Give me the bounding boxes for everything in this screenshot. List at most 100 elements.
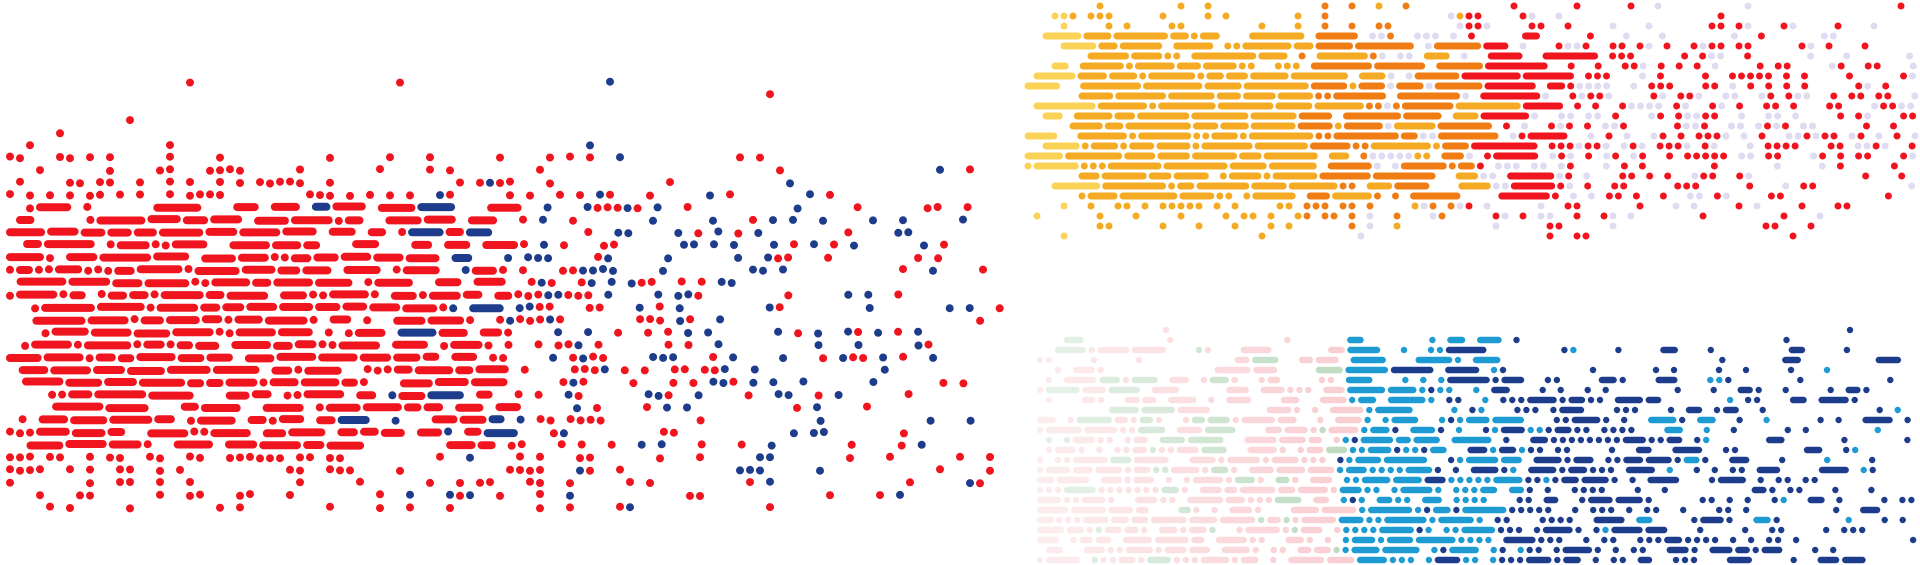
dot — [1042, 142, 1080, 150]
dot — [1627, 52, 1635, 60]
dot — [1358, 396, 1377, 404]
dot — [656, 454, 664, 463]
dot — [1765, 82, 1773, 90]
dot — [894, 327, 903, 336]
dot — [356, 477, 364, 486]
dot — [1143, 486, 1150, 494]
dot — [1191, 556, 1199, 564]
dot — [655, 302, 664, 311]
dot — [1683, 182, 1691, 190]
dot — [176, 465, 184, 474]
dot — [775, 303, 784, 312]
dot — [1440, 546, 1447, 554]
dot — [83, 341, 132, 350]
dot — [1818, 396, 1849, 404]
dot — [535, 302, 544, 311]
dot — [1315, 366, 1343, 374]
dot — [654, 391, 663, 400]
dot — [156, 166, 164, 175]
dot — [1772, 102, 1780, 110]
dot — [1731, 92, 1739, 100]
dot — [1569, 92, 1577, 100]
dot — [1619, 376, 1626, 384]
dot — [929, 353, 938, 362]
dot — [440, 342, 449, 350]
dot — [186, 452, 194, 461]
dot — [225, 378, 258, 387]
dot — [680, 240, 688, 249]
dot — [1204, 346, 1212, 354]
dot — [225, 329, 234, 338]
dot — [1365, 102, 1373, 110]
dot — [1432, 32, 1439, 40]
dot — [1484, 82, 1536, 90]
dot — [1501, 376, 1525, 384]
dot — [246, 302, 278, 311]
dot — [117, 354, 135, 363]
dot — [1036, 356, 1044, 364]
dot — [1036, 496, 1062, 504]
dot — [709, 216, 717, 225]
dot — [112, 279, 143, 288]
dot — [156, 466, 164, 475]
dot — [1071, 506, 1107, 514]
dot — [546, 153, 554, 162]
dot — [1817, 416, 1824, 424]
dot — [1231, 376, 1238, 384]
dot — [1908, 496, 1915, 504]
dot — [1171, 466, 1200, 474]
dot — [467, 216, 498, 225]
dot — [105, 404, 149, 413]
dot — [376, 165, 384, 174]
dot — [156, 303, 199, 312]
dot — [576, 191, 584, 200]
dot — [1702, 82, 1710, 90]
dot — [1347, 346, 1381, 354]
dot — [1884, 192, 1892, 200]
dot — [1107, 486, 1114, 494]
dot — [746, 465, 754, 474]
dot — [1862, 172, 1870, 180]
dot — [1568, 436, 1576, 444]
dot — [1297, 486, 1328, 494]
dot — [1069, 122, 1103, 130]
dot — [6, 453, 14, 462]
dot — [236, 166, 244, 175]
dot — [1333, 132, 1399, 140]
dot — [69, 291, 86, 300]
dot — [1466, 152, 1473, 160]
dot — [564, 291, 573, 299]
dot — [1522, 32, 1540, 40]
dot — [1489, 446, 1497, 454]
dot — [1209, 376, 1229, 384]
dot — [1794, 132, 1802, 140]
dot — [1880, 102, 1888, 110]
dot — [1051, 62, 1069, 70]
dot — [266, 179, 274, 188]
dot — [1836, 142, 1844, 150]
dot — [1738, 112, 1746, 120]
dot — [486, 478, 494, 487]
dot — [352, 240, 380, 249]
dot — [945, 304, 954, 313]
dot — [1602, 122, 1609, 130]
dot — [66, 154, 74, 163]
dot — [1598, 486, 1605, 494]
dot — [1841, 526, 1848, 534]
dot — [1546, 222, 1554, 230]
dot — [1586, 32, 1594, 40]
dot — [599, 265, 607, 273]
dot — [1428, 386, 1435, 394]
dot — [995, 304, 1004, 313]
dot — [904, 390, 913, 399]
dot — [1275, 102, 1313, 110]
dot — [1812, 546, 1819, 554]
dot — [252, 278, 272, 287]
dot — [276, 177, 284, 186]
dot — [1364, 416, 1371, 424]
dot — [1758, 132, 1766, 140]
dot — [834, 391, 843, 399]
dot — [1357, 232, 1365, 240]
dot — [108, 440, 142, 449]
dot — [1168, 182, 1176, 190]
